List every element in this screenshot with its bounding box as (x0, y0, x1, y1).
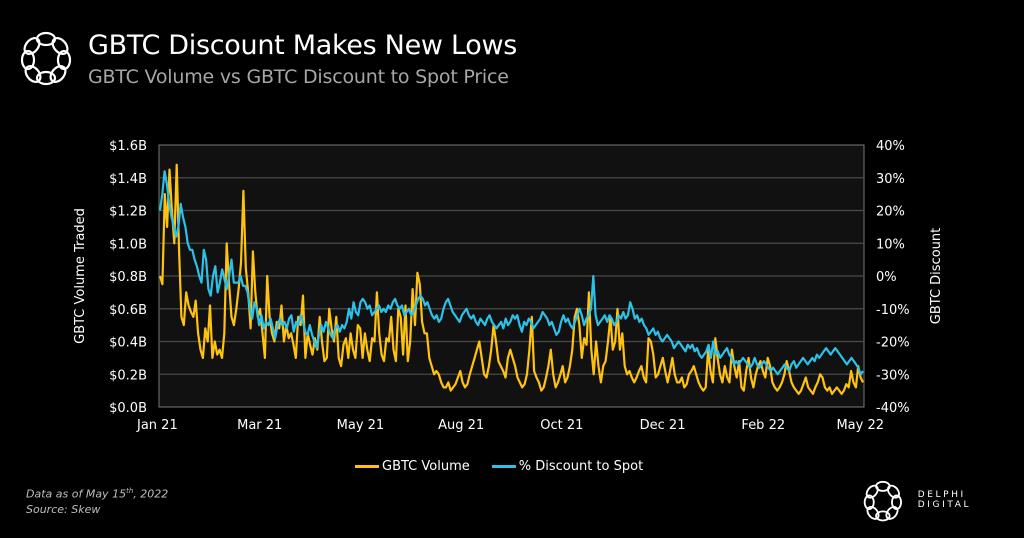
y2-tick-label: -20% (876, 336, 910, 351)
y-tick-label: $1.4B (109, 172, 147, 187)
y-axis-left-ticks: $0.0B $0.2B $0.4B $0.6B $0.8B $1.0B $1.2B $1.4B… (109, 139, 147, 416)
x-tick-label: Aug 21 (438, 418, 484, 433)
y-tick-label: $0.2B (109, 368, 147, 383)
x-tick-label: Mar 21 (237, 418, 282, 433)
y-axis-right-ticks: -40% -30% -20% -10% 0% 10% 20% 30% 40% (876, 139, 910, 416)
legend-label-discount: % Discount to Spot (518, 458, 644, 474)
y-tick-label: $1.0B (109, 237, 147, 252)
legend-swatch-gbtc-volume (355, 464, 379, 468)
series-line-discount-to-spot (158, 170, 864, 376)
y2-tick-label: -30% (876, 368, 910, 383)
x-tick-label: Feb 22 (741, 418, 785, 433)
y-tick-label: $1.6B (109, 139, 147, 154)
brand-logo: DELPHI DIGITAL (862, 478, 1024, 522)
y-axis-right-title: GBTC Discount (929, 228, 944, 324)
y2-tick-label: 40% (876, 139, 905, 154)
delphi-logo-icon (20, 31, 72, 86)
y-tick-label: $0.6B (109, 303, 147, 318)
x-tick-label: Dec 21 (640, 418, 686, 433)
y-tick-label: $1.2B (109, 205, 147, 220)
y-tick-label: $0.4B (109, 336, 147, 351)
legend-item-gbtc-volume: GBTC Volume (355, 459, 470, 474)
data-date-note: Data as of May 15th, 2022 (26, 487, 169, 501)
chart-legend: GBTC Volume % Discount to Spot (355, 456, 665, 476)
y-axis-left-title: GBTC Volume Traded (73, 208, 88, 344)
y2-tick-label: 30% (876, 172, 905, 187)
gridlines (159, 177, 864, 375)
footnote: Data as of May 15th, 2022 Source: Skew (26, 484, 168, 517)
y2-tick-label: 0% (876, 270, 897, 285)
y2-tick-label: -10% (876, 303, 910, 318)
y2-tick-label: 10% (876, 237, 905, 252)
legend-item-discount: % Discount to Spot (491, 458, 644, 474)
x-tick-label: May 22 (836, 418, 884, 433)
y2-tick-label: -40% (876, 401, 910, 416)
x-axis-ticks: Jan 21 Mar 21 May 21 Aug 21 Oct 21 Dec 21 Feb … (136, 418, 884, 433)
y-tick-label: $0.0B (109, 401, 147, 416)
legend-label-gbtc-volume: GBTC Volume (382, 458, 470, 474)
chart-title: GBTC Discount Makes New Lows (88, 30, 517, 61)
delphi-knot-icon (863, 480, 902, 522)
y2-tick-label: 20% (876, 205, 905, 220)
legend-swatch-discount (491, 464, 516, 468)
source-note: Source: Skew (26, 502, 101, 516)
chart-subtitle: GBTC Volume vs GBTC Discount to Spot Pri… (88, 66, 509, 88)
x-tick-label: Oct 21 (540, 418, 583, 433)
y-tick-label: $0.8B (109, 270, 147, 285)
brand-name: DELPHI DIGITAL (917, 490, 972, 510)
x-tick-label: Jan 21 (136, 418, 178, 433)
x-tick-label: May 21 (337, 418, 385, 433)
